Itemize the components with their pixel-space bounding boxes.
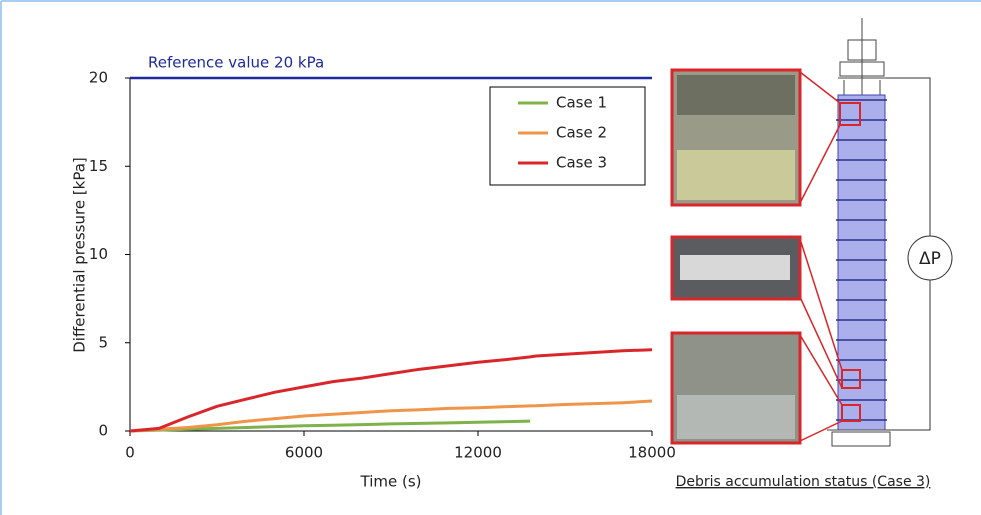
y-tick-label: 10: [89, 245, 108, 263]
diagram-caption: Debris accumulation status (Case 3): [676, 474, 931, 490]
y-tick-label: 5: [98, 333, 108, 351]
x-tick-label: 18000: [628, 444, 676, 462]
legend-label: Case 2: [556, 124, 607, 142]
reference-label: Reference value 20 kPa: [148, 54, 324, 72]
x-axis-label: Time (s): [360, 473, 422, 491]
legend-label: Case 1: [556, 94, 607, 112]
y-tick-label: 15: [89, 157, 108, 175]
x-tick-label: 12000: [454, 444, 502, 462]
delta-p-label: ΔP: [919, 249, 941, 269]
y-tick-label: 20: [89, 69, 108, 87]
x-tick-label: 6000: [285, 444, 323, 462]
y-tick-label: 0: [98, 422, 108, 440]
legend-label: Case 3: [556, 154, 607, 172]
figure: Differential pressure [kPa] Time (s) ΔP …: [0, 0, 981, 515]
y-axis-label: Differential pressure [kPa]: [71, 157, 89, 353]
x-tick-label: 0: [125, 444, 135, 462]
